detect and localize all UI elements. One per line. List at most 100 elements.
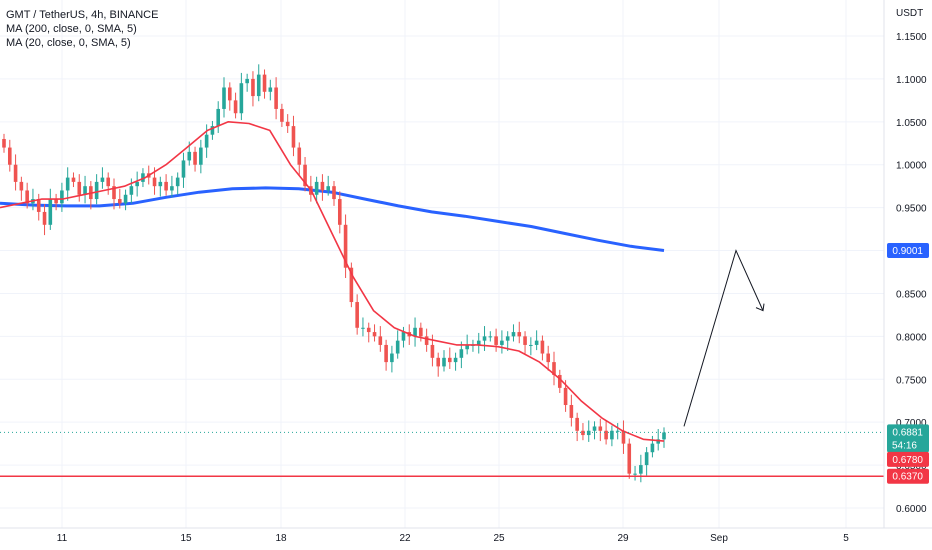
time-tick-label: 18 xyxy=(275,533,287,544)
time-tick-label: 29 xyxy=(617,533,629,544)
candle-body xyxy=(534,340,539,345)
candle-body xyxy=(13,164,18,182)
candle-body xyxy=(436,357,441,367)
candle-body xyxy=(517,332,522,337)
candle-body xyxy=(332,186,336,200)
candle-body xyxy=(447,357,452,363)
candle-body xyxy=(303,164,307,187)
price-tick-label: 1.1500 xyxy=(896,32,927,43)
ma20-legend[interactable]: MA (20, close, 0, SMA, 5) xyxy=(6,37,131,49)
price-badges: 0.9001 0.6881 54:16 0.6780 0.6370 xyxy=(887,242,929,484)
candle-body xyxy=(476,340,481,345)
countdown-text: 54:16 xyxy=(892,440,917,451)
candle-body xyxy=(164,181,168,191)
candle-body xyxy=(639,465,643,474)
time-axis[interactable]: 11 15 18 22 25 29 Sep 5 xyxy=(0,527,932,544)
ma200-badge xyxy=(887,242,929,258)
candle-body xyxy=(581,430,585,436)
candle-body xyxy=(77,181,82,195)
candle-body xyxy=(401,332,406,341)
candle-body xyxy=(141,173,145,182)
last-price-badge xyxy=(887,424,929,453)
candle-body xyxy=(106,177,111,187)
candle-body xyxy=(291,126,296,148)
candle-body xyxy=(48,199,53,225)
candle-body xyxy=(222,87,226,109)
candle-body xyxy=(337,199,342,225)
candle-body xyxy=(459,349,464,358)
candle-body xyxy=(598,426,603,431)
candle-body xyxy=(152,177,157,187)
candle-body xyxy=(430,344,435,358)
symbol-title[interactable]: GMT / TetherUS, 4h, BINANCE xyxy=(6,9,159,21)
projection-arrow[interactable] xyxy=(683,249,765,427)
candle-body xyxy=(615,430,620,432)
candle-body xyxy=(251,78,255,97)
candle-body xyxy=(395,340,400,354)
candle-body xyxy=(204,134,209,148)
support-badge-text: 0.6370 xyxy=(892,472,923,483)
candle-body xyxy=(187,151,192,161)
candle-body xyxy=(256,74,261,97)
candle-body xyxy=(193,151,197,165)
time-tick-label: Sep xyxy=(710,533,728,544)
candle-body xyxy=(65,177,70,191)
candle-body xyxy=(112,186,116,200)
projection-path[interactable] xyxy=(683,249,764,427)
candle-body xyxy=(245,78,249,84)
candle-body xyxy=(552,362,556,375)
price-tick-label: 0.7500 xyxy=(896,375,927,386)
candle-body xyxy=(604,430,608,440)
candle-body xyxy=(210,126,215,135)
candle-body xyxy=(320,181,325,191)
time-tick-label: 15 xyxy=(180,533,192,544)
candle-body xyxy=(650,443,655,453)
candle-body xyxy=(557,374,562,388)
candle-body xyxy=(523,336,527,345)
candle-body xyxy=(7,147,12,165)
candle-body xyxy=(239,83,244,114)
price-tick-label: 1.0000 xyxy=(896,161,927,172)
candle-body xyxy=(285,121,290,127)
price-tick-label: 0.9500 xyxy=(896,204,927,215)
candle-body xyxy=(326,186,331,191)
ma20-badge xyxy=(887,451,929,467)
candle-body xyxy=(274,87,278,109)
candle-body xyxy=(19,181,24,191)
support-badge xyxy=(887,468,929,484)
candle-body xyxy=(384,344,388,363)
candle-body xyxy=(25,190,29,204)
ma200-legend[interactable]: MA (200, close, 0, SMA, 5) xyxy=(6,23,137,35)
candle-body xyxy=(233,100,238,114)
candle-body xyxy=(268,87,273,92)
candle-body xyxy=(621,430,626,444)
price-tick-label: 1.1000 xyxy=(896,75,927,86)
candle-body xyxy=(227,87,232,101)
candle-body xyxy=(378,336,383,345)
candle-body xyxy=(546,353,551,363)
candle-body xyxy=(71,177,76,182)
price-tick-label: 1.0500 xyxy=(896,118,927,129)
candle-body xyxy=(575,417,579,431)
candle-body xyxy=(529,344,533,346)
grid xyxy=(0,0,884,528)
candle-body xyxy=(494,336,498,345)
candle-body xyxy=(465,344,469,350)
candle-body xyxy=(280,108,284,122)
price-tick-label: 0.7000 xyxy=(896,418,927,429)
price-tick-label: 0.8500 xyxy=(896,289,927,300)
candle-body xyxy=(343,224,348,268)
ma200-badge-text: 0.9001 xyxy=(892,246,923,257)
candle-body xyxy=(54,199,58,204)
candle-body xyxy=(361,327,365,329)
ma20-path xyxy=(0,121,665,442)
time-tick-label: 11 xyxy=(57,533,68,544)
candle-body xyxy=(586,430,591,436)
candle-body xyxy=(500,340,504,345)
candle-body xyxy=(662,432,666,440)
candle-body xyxy=(424,336,429,345)
candle-body xyxy=(453,357,458,363)
time-tick-label: 25 xyxy=(493,533,505,544)
candle-body xyxy=(540,340,545,354)
